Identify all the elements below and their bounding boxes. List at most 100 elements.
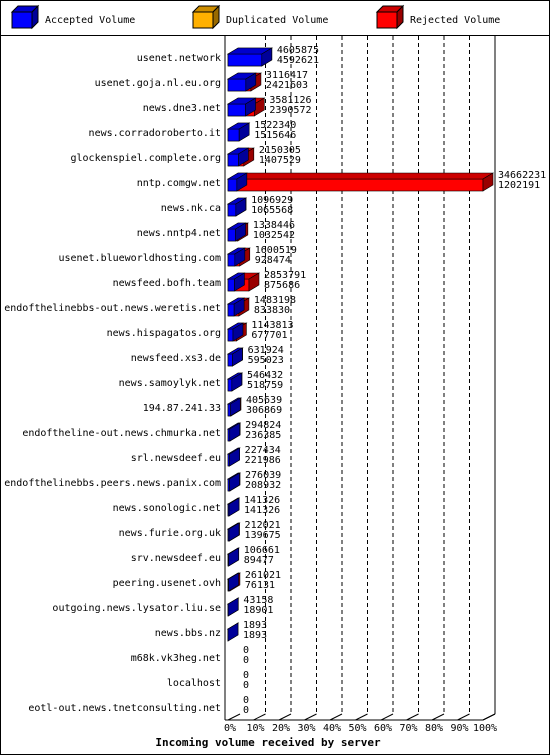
y-tick-label: peering.usenet.ovh xyxy=(113,578,221,589)
bar-accepted-face xyxy=(227,128,240,142)
y-tick-label: newsfeed.bofh.team xyxy=(113,278,221,289)
x-tick-label: 100% xyxy=(473,723,497,734)
bar-accepted-face xyxy=(228,522,240,542)
y-tick-label: endofthelinebbs-out.news.weretis.net xyxy=(4,303,221,314)
value-label: 875686 xyxy=(264,280,300,291)
bar-accepted-face xyxy=(231,372,243,392)
bar-accepted xyxy=(226,597,240,617)
y-tick-label: eotl-out.news.tnetconsulting.net xyxy=(28,703,221,714)
value-label: 3581126 xyxy=(269,95,311,106)
bar-accepted xyxy=(226,497,241,517)
x-tick-label: 40% xyxy=(323,723,341,734)
bar-accepted-face xyxy=(227,228,236,242)
y-tick-label: newsfeed.xs3.de xyxy=(131,353,221,364)
value-label: 4592621 xyxy=(277,55,319,66)
bar-accepted-face xyxy=(227,378,233,392)
x-tick-label: 10% xyxy=(246,723,264,734)
value-label: 212021 xyxy=(245,520,281,531)
x-tick-label: 30% xyxy=(297,723,315,734)
bar-accepted-face xyxy=(232,322,244,342)
bar-accepted-face xyxy=(236,172,248,192)
bar-total-face xyxy=(248,272,260,292)
value-label: 76131 xyxy=(245,580,275,591)
value-label: 1338446 xyxy=(253,220,295,231)
y-tick-label: news.sonologic.net xyxy=(113,503,221,514)
value-label: 4605875 xyxy=(277,45,319,56)
bar-accepted xyxy=(226,572,240,592)
bar-accepted xyxy=(226,397,242,417)
y-tick-label: localhost xyxy=(167,678,221,689)
bar-accepted-face xyxy=(245,97,256,117)
y-tick-label: usenet.network xyxy=(137,53,221,64)
bar-accepted-face xyxy=(227,328,234,342)
y-tick-label: endoftheline-out.news.chmurka.net xyxy=(22,428,221,439)
y-tick-label: usenet.goja.nl.eu.org xyxy=(95,78,221,89)
bar-accepted-face xyxy=(238,147,249,167)
bar-accepted-face xyxy=(245,72,257,92)
bar-accepted-face xyxy=(235,197,247,217)
bar-accepted-face xyxy=(228,572,239,592)
y-tick-label: news.hispagatos.org xyxy=(107,328,221,339)
value-label: 1893 xyxy=(243,630,267,641)
x-axis-label: Incoming volume received by server xyxy=(155,736,381,749)
value-label: 141326 xyxy=(244,495,280,506)
bar-accepted-face xyxy=(229,397,241,417)
bar-accepted-face xyxy=(234,272,245,292)
value-label: 208932 xyxy=(245,480,281,491)
y-tick-label: glockenspiel.complete.org xyxy=(70,153,221,164)
value-label: 34662231 xyxy=(498,170,546,181)
value-label: 0 xyxy=(243,695,249,706)
value-label: 1143813 xyxy=(251,320,293,331)
y-tick-label: news.samoylyk.net xyxy=(119,378,221,389)
value-label: 631924 xyxy=(248,345,284,356)
value-label: 1522340 xyxy=(254,120,296,131)
value-label: 43158 xyxy=(243,595,273,606)
tick-mark xyxy=(457,713,470,721)
bar-accepted xyxy=(226,97,257,117)
value-label: 276039 xyxy=(245,470,281,481)
bar-accepted xyxy=(226,372,243,392)
bar-accepted-face xyxy=(234,247,246,267)
bar-accepted-face xyxy=(238,122,250,142)
bar-accepted-face xyxy=(229,447,240,467)
legend-label: Duplicated Volume xyxy=(226,15,328,26)
x-tick-label: 0% xyxy=(224,723,236,734)
bar-accepted-face xyxy=(227,153,239,167)
bar-accepted xyxy=(226,347,244,367)
value-label: 139675 xyxy=(245,530,281,541)
y-tick-label: news.corradoroberto.it xyxy=(89,128,221,139)
legend-swatch xyxy=(376,11,398,29)
value-label: 0 xyxy=(243,705,249,716)
value-label: 1032542 xyxy=(253,230,295,241)
bar-total-face xyxy=(254,97,265,117)
legend-swatch xyxy=(192,11,214,29)
value-label: 261021 xyxy=(245,570,281,581)
value-label: 1202191 xyxy=(498,180,540,191)
tick-mark xyxy=(278,713,292,721)
value-label: 1096929 xyxy=(251,195,293,206)
bar-accepted xyxy=(226,172,248,192)
bar-total-face xyxy=(227,178,484,192)
bar-accepted-face xyxy=(227,78,247,92)
y-tick-label: news.dne3.net xyxy=(143,103,221,114)
bar-accepted-face xyxy=(235,222,246,242)
value-label: 2853791 xyxy=(264,270,306,281)
bar-accepted xyxy=(226,72,257,92)
tick-mark xyxy=(253,713,266,721)
value-label: 2150305 xyxy=(259,145,301,156)
y-tick-label: srv.newsdeef.eu xyxy=(131,553,221,564)
bar-accepted xyxy=(226,122,251,142)
value-label: 18901 xyxy=(243,605,273,616)
bar-accepted xyxy=(226,422,241,442)
tick-mark xyxy=(406,713,419,721)
y-tick-label: m68k.vk3heg.net xyxy=(131,653,221,664)
value-label: 1065568 xyxy=(251,205,293,216)
bar-total-face xyxy=(226,172,495,180)
value-label: 0 xyxy=(243,670,249,681)
value-label: 928474 xyxy=(255,255,291,266)
y-tick-label: outgoing.news.lysator.liu.se xyxy=(52,603,221,614)
value-label: 141326 xyxy=(244,505,280,516)
legend-swatch-side xyxy=(212,4,220,30)
value-label: 0 xyxy=(243,680,249,691)
